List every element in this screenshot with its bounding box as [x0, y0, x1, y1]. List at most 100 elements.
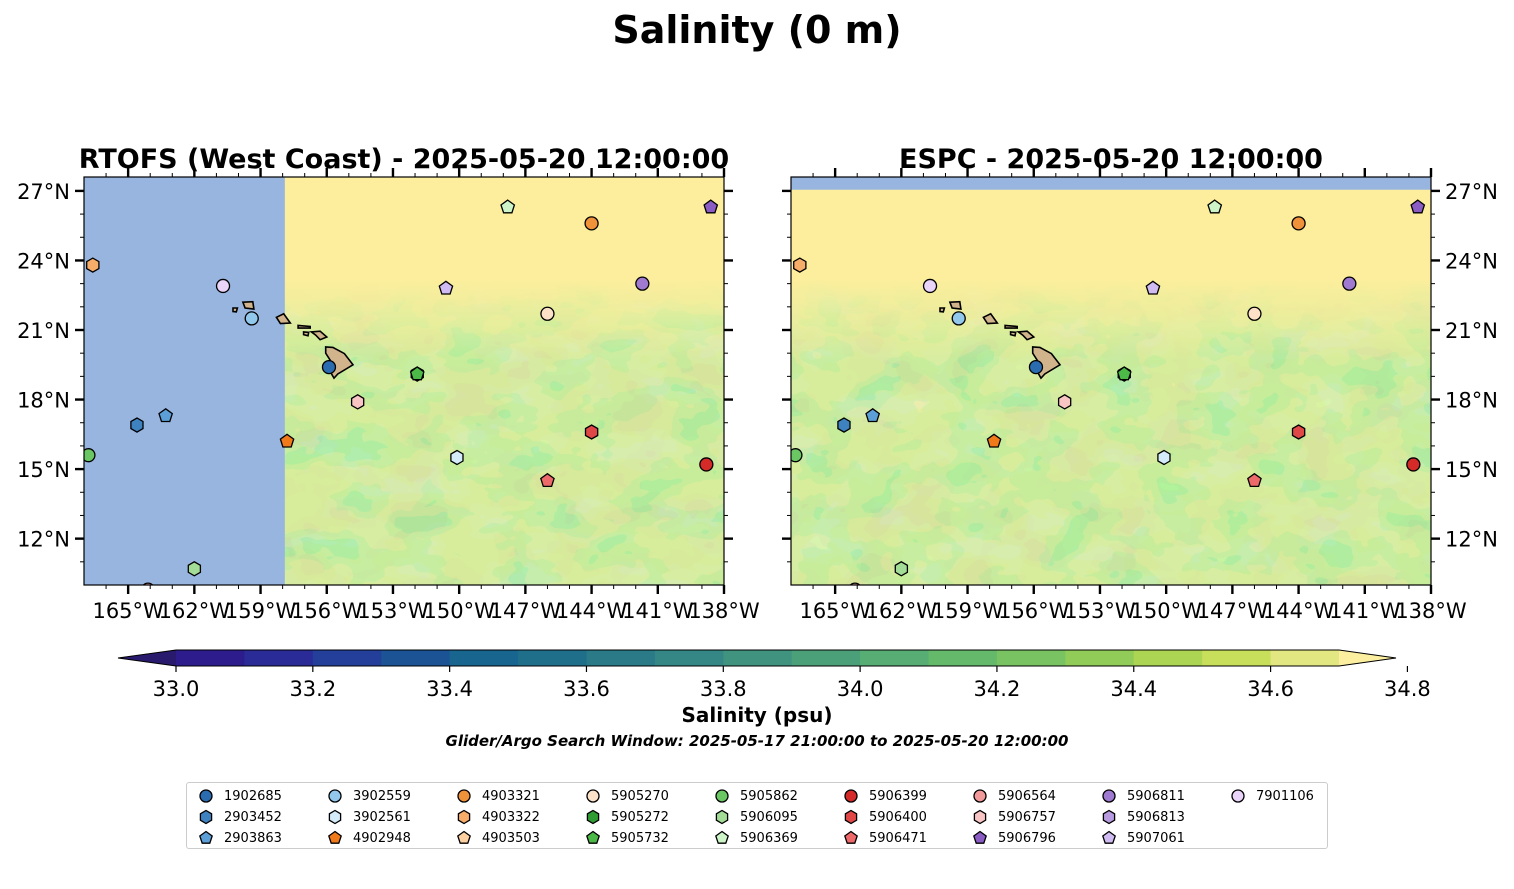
salinity-colorbar: 33.0 33.2 33.4 33.6 33.8 34.0 34.2 34.4 34.6 34.8 [117, 649, 1431, 701]
colorbar-segment [244, 650, 314, 666]
espc-float-5906095 [894, 561, 909, 577]
rtofs-island-1 [309, 330, 329, 341]
float-legend: 1902685 2903452 2903863 3902559 3902561 49029… [186, 782, 1328, 849]
colorbar-segment [176, 650, 245, 666]
legend-item-5906811: 5906811 [1100, 787, 1185, 805]
espc-float-5906471 [1247, 472, 1262, 488]
rtofs-float-5905732 [409, 366, 425, 381]
legend-symbol [586, 789, 600, 803]
legend-item-2903452: 2903452 [197, 808, 282, 826]
rtofs-salinity-field [84, 177, 724, 585]
espc-panel-title: ESPC - 2025-05-20 12:00:00 [899, 144, 1323, 175]
espc-island-3 [982, 312, 999, 325]
legend-label: 3902561 [353, 809, 411, 825]
legend-symbol [1102, 809, 1116, 825]
legend-item-5906400: 5906400 [842, 808, 927, 826]
legend-marker-hexagon [199, 809, 213, 825]
espc-float-5907061 [1145, 280, 1161, 295]
legend-marker-circle [328, 789, 342, 803]
legend-symbol [199, 830, 213, 844]
espc-float-2903452 [837, 417, 851, 433]
colorbar-segment [1202, 650, 1272, 666]
rtofs-x-tick-label: 150°W [423, 599, 495, 623]
rtofs-float-5906399 [699, 457, 714, 472]
colorbar-tick-label: 33.2 [289, 677, 336, 701]
espc-y-tick-label: 27°N [1445, 180, 1498, 204]
legend-symbol [586, 830, 600, 844]
rtofs-float-5907061 [438, 280, 454, 295]
legend-item-2903863: 2903863 [197, 829, 282, 847]
espc-float-7901106 [922, 278, 938, 294]
espc-island-4 [948, 300, 962, 311]
legend-marker-pentagon [586, 830, 600, 844]
rtofs-y-tick-label: 27°N [17, 180, 70, 204]
legend-symbol [715, 789, 729, 803]
legend-item-5905272: 5905272 [584, 808, 669, 826]
legend-label: 4902948 [353, 830, 411, 846]
rtofs-y-tick-label: 15°N [17, 458, 70, 482]
espc-float-5906369 [1207, 199, 1223, 214]
espc-x-tick-label: 141°W [1329, 599, 1401, 623]
espc-float-5906757 [1057, 394, 1072, 410]
rtofs-no-data-region [84, 177, 285, 585]
legend-marker-circle [715, 789, 729, 803]
legend-item-3902559: 3902559 [326, 787, 411, 805]
rtofs-x-tick-label: 159°W [225, 599, 297, 623]
espc-float-1902685 [1028, 359, 1044, 375]
rtofs-x-tick-label: 153°W [357, 599, 429, 623]
colorbar-tick-label: 34.4 [1110, 677, 1157, 701]
espc-island-2 [1004, 324, 1019, 329]
rtofs-island-2 [297, 324, 312, 329]
legend-label: 5905270 [611, 788, 669, 804]
colorbar-segment [1270, 650, 1340, 666]
legend-label: 5906813 [1127, 809, 1185, 825]
legend-item-5905270: 5905270 [584, 787, 669, 805]
rtofs-x-tick-label: 165°W [92, 599, 164, 623]
espc-float-5906399 [1406, 457, 1421, 472]
espc-float-3902559 [951, 311, 966, 326]
legend-label: 7901106 [1256, 788, 1314, 804]
colorbar-tick-label: 33.4 [426, 677, 473, 701]
legend-marker-pentagon [715, 830, 729, 844]
legend-item-5906095: 5906095 [713, 808, 798, 826]
colorbar-segment [996, 650, 1066, 666]
legend-item-5906757: 5906757 [971, 808, 1056, 826]
legend-symbol [328, 789, 342, 803]
legend-symbol [973, 789, 987, 803]
legend-label: 5906811 [1127, 788, 1185, 804]
espc-x-tick-label: 138°W [1395, 599, 1467, 623]
rtofs-y-tick-label: 21°N [17, 319, 70, 343]
legend-label: 2903863 [224, 830, 282, 846]
colorbar-tick-label: 33.8 [700, 677, 747, 701]
espc-no-data-region [791, 177, 1431, 190]
espc-float-markers [791, 199, 1426, 585]
rtofs-x-tick-label: 162°W [159, 599, 231, 623]
legend-item-5906399: 5906399 [842, 787, 927, 805]
rtofs-y-tick-label: 24°N [17, 249, 70, 273]
legend-marker-hexagon [715, 809, 729, 825]
legend-label: 1902685 [224, 788, 282, 804]
espc-float-5906796 [1410, 199, 1426, 214]
legend-symbol [1102, 789, 1116, 803]
legend-label: 3902559 [353, 788, 411, 804]
legend-item-4902948: 4902948 [326, 829, 411, 847]
espc-float-5905862 [791, 448, 803, 463]
espc-island-5 [939, 307, 946, 313]
legend-symbol [457, 809, 471, 825]
legend-label: 5907061 [1127, 830, 1185, 846]
colorbar-segment [723, 650, 793, 666]
legend-marker-pentagon [457, 830, 471, 844]
hawaiian-islands-espc [939, 300, 1062, 380]
legend-label: 5906399 [869, 788, 927, 804]
colorbar-segment [928, 650, 998, 666]
colorbar-segment [312, 650, 382, 666]
legend-marker-hexagon [844, 809, 858, 825]
legend-item-5906471: 5906471 [842, 829, 927, 847]
rtofs-float-markers [84, 199, 719, 585]
figure-title: Salinity (0 m) [612, 8, 901, 52]
rtofs-float-5906400 [584, 424, 599, 440]
espc-salinity-field [791, 177, 1431, 585]
rtofs-x-tick-label: 156°W [291, 599, 363, 623]
legend-symbol [844, 809, 858, 825]
legend-symbol [586, 809, 600, 825]
